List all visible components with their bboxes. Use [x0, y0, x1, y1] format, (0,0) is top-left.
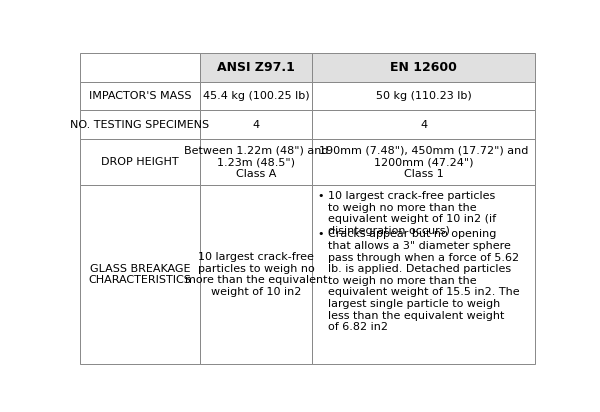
Bar: [200, 110, 312, 139]
Text: 50 kg (110.23 lb): 50 kg (110.23 lb): [376, 91, 472, 101]
Text: 10 largest crack-free
particles to weigh no
more than the equivalent
weight of 1: 10 largest crack-free particles to weigh…: [185, 252, 328, 297]
Text: EN 12600: EN 12600: [390, 61, 457, 74]
Text: ANSI Z97.1: ANSI Z97.1: [217, 61, 295, 74]
Text: 4: 4: [253, 120, 260, 130]
Text: NO. TESTING SPECIMENS: NO. TESTING SPECIMENS: [70, 120, 209, 130]
Text: 4: 4: [420, 120, 427, 130]
Bar: [80, 185, 200, 363]
Text: IMPACTOR'S MASS: IMPACTOR'S MASS: [89, 91, 191, 101]
Bar: [312, 82, 535, 110]
Text: •: •: [317, 191, 324, 201]
Text: DROP HEIGHT: DROP HEIGHT: [101, 157, 179, 167]
Bar: [312, 139, 535, 185]
Bar: [312, 53, 535, 82]
Bar: [200, 53, 312, 82]
Text: GLASS BREAKAGE
CHARACTERISTICS: GLASS BREAKAGE CHARACTERISTICS: [89, 264, 191, 285]
Bar: [312, 185, 535, 363]
Bar: [200, 185, 312, 363]
Bar: [312, 110, 535, 139]
Bar: [80, 82, 200, 110]
Bar: [80, 110, 200, 139]
Text: •: •: [317, 229, 324, 239]
Bar: [200, 139, 312, 185]
Text: Between 1.22m (48") and
1.23m (48.5")
Class A: Between 1.22m (48") and 1.23m (48.5") Cl…: [184, 146, 328, 179]
Text: 190mm (7.48"), 450mm (17.72") and
1200mm (47.24")
Class 1: 190mm (7.48"), 450mm (17.72") and 1200mm…: [319, 146, 529, 179]
Bar: [200, 82, 312, 110]
Bar: [80, 139, 200, 185]
Text: 10 largest crack-free particles
to weigh no more than the
equivalent weight of 1: 10 largest crack-free particles to weigh…: [328, 191, 496, 236]
Bar: [80, 53, 200, 82]
Text: Cracks appear but no opening
that allows a 3" diameter sphere
pass through when : Cracks appear but no opening that allows…: [328, 229, 520, 332]
Text: 45.4 kg (100.25 lb): 45.4 kg (100.25 lb): [203, 91, 310, 101]
